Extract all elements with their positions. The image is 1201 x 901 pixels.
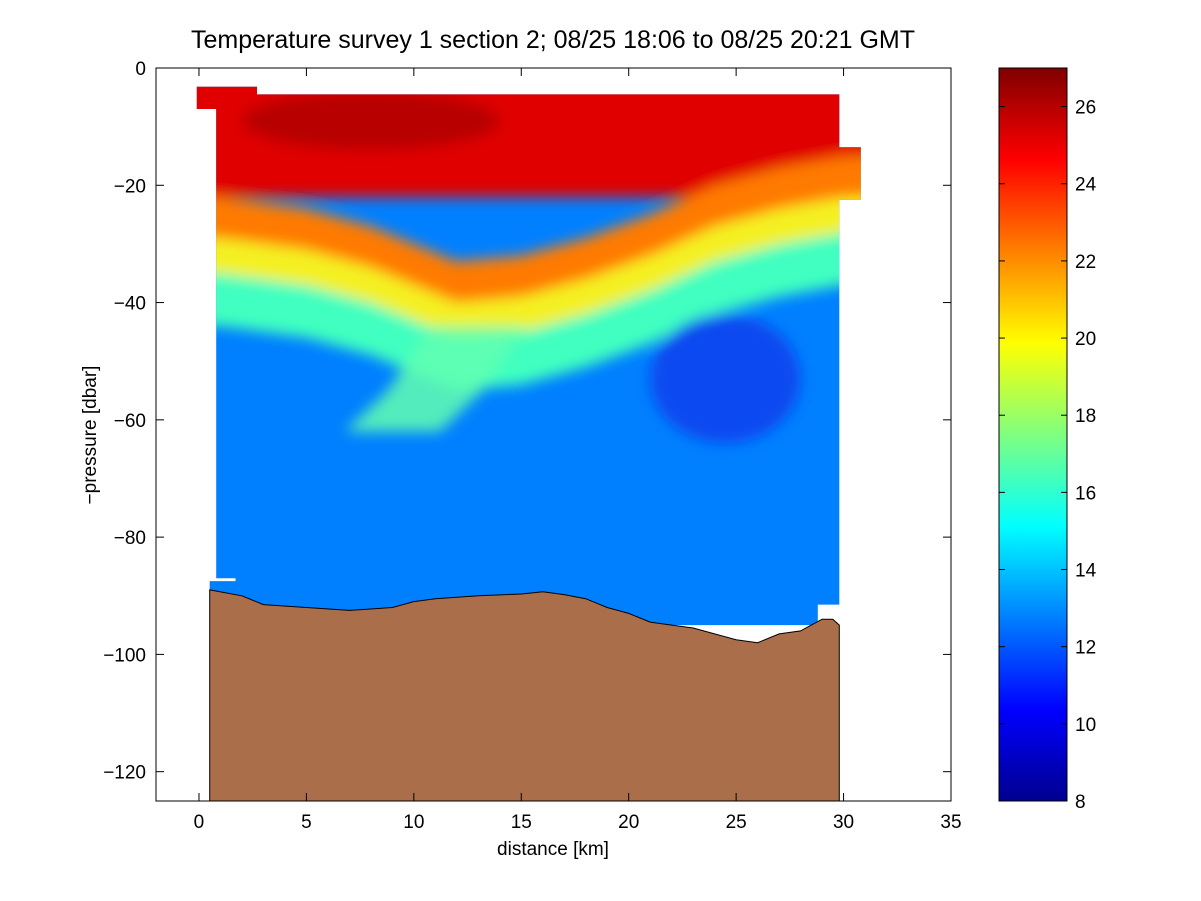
colorbar-axis: 8 10 12 14 16 18 20 22 24 26 <box>999 98 1097 813</box>
y-tick-label: −40 <box>114 294 146 315</box>
x-tick-label: 20 <box>618 812 639 833</box>
x-tick-label: 30 <box>833 812 854 833</box>
axes-frame <box>155 67 952 802</box>
thermocline-cyan <box>196 232 861 391</box>
x-tick-label: 5 <box>301 812 312 833</box>
seafloor <box>209 589 840 801</box>
y-tick-label: −120 <box>103 763 146 784</box>
x-tick-label: 15 <box>511 812 532 833</box>
colorbar-tick-label: 24 <box>1075 175 1097 196</box>
colorbar-tick-label: 8 <box>1075 792 1086 813</box>
colorbar-tick-label: 18 <box>1075 406 1096 427</box>
colorbar-tick-label: 14 <box>1075 561 1097 582</box>
y-axis-label: −pressure [dbar] <box>80 366 101 505</box>
colorbar <box>998 67 1068 802</box>
y-axis: 0 −20 −40 −60 −80 −100 −120 <box>103 59 951 784</box>
colorbar-tick-label: 26 <box>1075 98 1096 119</box>
colorbar-tick-label: 20 <box>1075 329 1096 350</box>
warm-intrusion <box>345 326 526 432</box>
warm-core <box>241 91 500 151</box>
chart-title: Temperature survey 1 section 2; 08/25 18… <box>191 26 915 54</box>
y-tick-label: −80 <box>114 528 146 549</box>
y-tick-label: 0 <box>135 59 146 80</box>
colorbar-tick-label: 22 <box>1075 252 1096 273</box>
thermocline-yellow <box>196 197 861 344</box>
x-axis-label: distance [km] <box>497 839 609 860</box>
y-tick-label: −60 <box>114 411 146 432</box>
colorbar-tick-label: 12 <box>1075 638 1096 659</box>
x-tick-label: 25 <box>726 812 747 833</box>
y-tick-label: −20 <box>114 176 146 197</box>
x-axis: 0 5 10 15 20 25 30 35 <box>194 68 962 833</box>
x-tick-label: 0 <box>194 812 205 833</box>
x-tick-label: 35 <box>940 812 961 833</box>
temperature-field <box>196 86 861 626</box>
y-tick-label: −100 <box>103 645 146 666</box>
colorbar-tick-label: 16 <box>1075 483 1096 504</box>
cold-core <box>650 314 801 444</box>
x-tick-label: 10 <box>403 812 424 833</box>
colorbar-tick-label: 10 <box>1075 715 1096 736</box>
